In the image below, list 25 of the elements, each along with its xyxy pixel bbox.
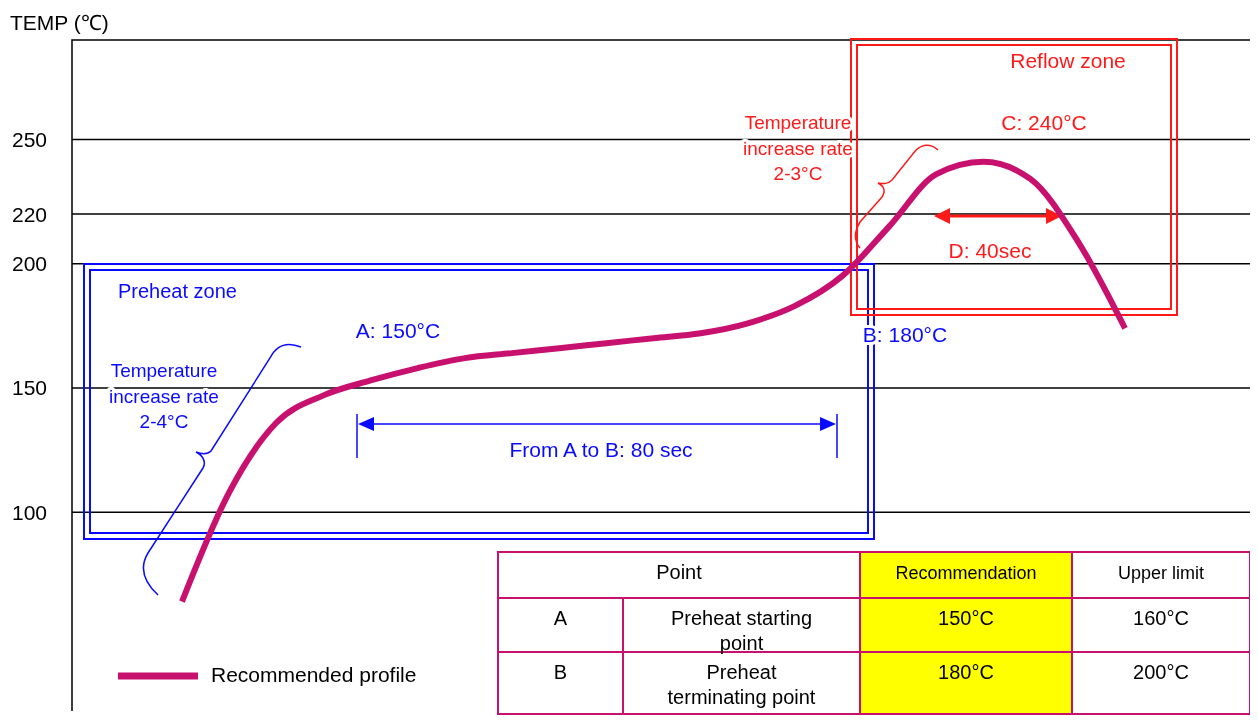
- y-tick-label: 220: [12, 202, 48, 226]
- annotation: From A to B: 80 sec: [509, 438, 693, 461]
- annotation: 160°C: [1133, 607, 1189, 630]
- annotation: 150°C: [938, 607, 994, 630]
- annotation: Reflow zone: [1010, 49, 1126, 72]
- annotation: A: [553, 607, 568, 630]
- annotation: Preheat starting point: [670, 607, 813, 655]
- y-tick-label: 100: [12, 500, 48, 524]
- y-tick-label: 200: [12, 252, 48, 276]
- annotation: Recommendation: [895, 562, 1037, 583]
- y-axis-title: TEMP (℃): [10, 11, 109, 34]
- annotation: C: 240°C: [1001, 111, 1087, 134]
- annotation: D: 40sec: [948, 239, 1032, 262]
- annotation: Temperature increase rate 2-4°C: [109, 360, 219, 433]
- annotation: Upper limit: [1117, 562, 1205, 583]
- annotation: B: [553, 661, 568, 684]
- annotation: 180°C: [938, 661, 994, 684]
- annotation: 200°C: [1133, 661, 1189, 684]
- annotation: Point: [656, 561, 703, 584]
- annotation: Preheat terminating point: [667, 661, 816, 709]
- annotation: A: 150°C: [355, 319, 441, 342]
- legend-label: Recommended profile: [211, 662, 417, 686]
- annotation: Preheat zone: [118, 280, 237, 302]
- y-tick-label: 150: [12, 376, 48, 400]
- y-tick-label: 250: [12, 127, 48, 151]
